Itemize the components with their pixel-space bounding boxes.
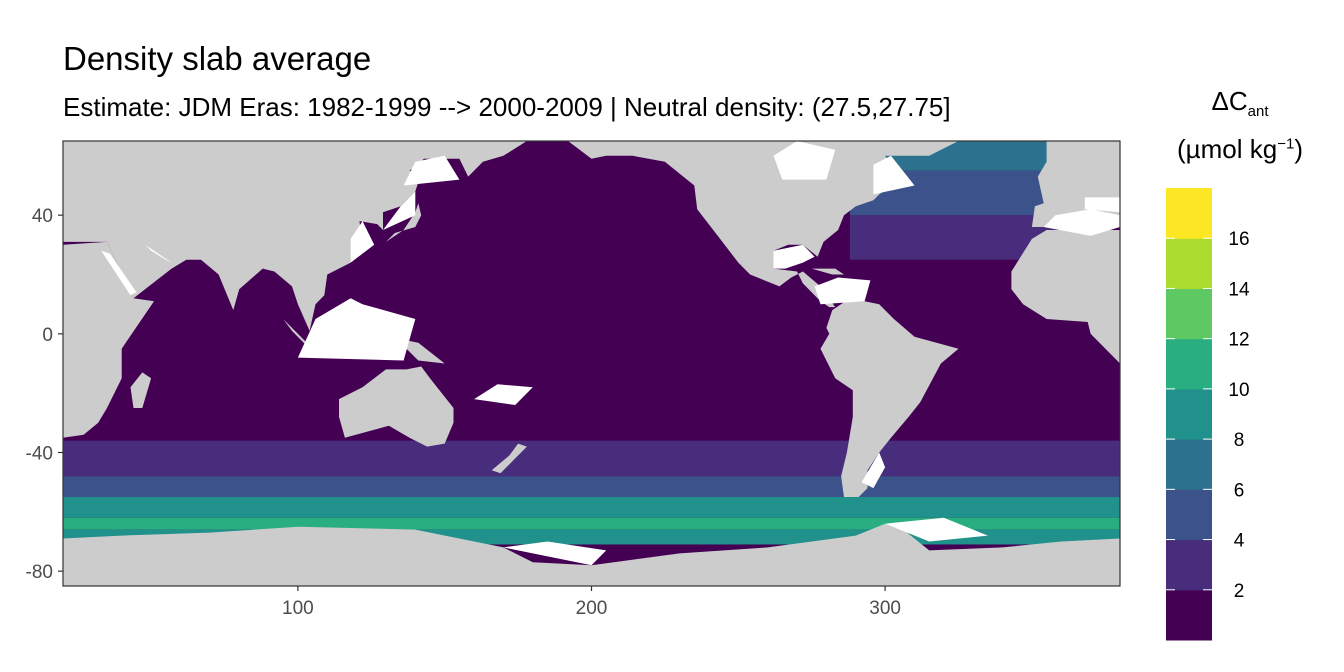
chart-subtitle: Estimate: JDM Eras: 1982-1999 --> 2000-2…	[63, 92, 951, 122]
legend-label: 2	[1234, 581, 1245, 602]
legend-swatch-1	[1166, 539, 1212, 591]
band-1	[63, 440, 1120, 477]
y-tick-label: -40	[26, 444, 53, 465]
nodata-east-china-sea	[350, 221, 375, 263]
nodata-labrador	[873, 155, 915, 195]
nodata-sea-of-japan	[383, 191, 416, 230]
chart-title: Density slab average	[63, 40, 372, 77]
land-japan	[386, 203, 422, 242]
land-antarctica	[63, 523, 1120, 586]
legend-label: 8	[1234, 430, 1245, 451]
nodata-okhotsk	[403, 155, 460, 186]
land-africa	[63, 241, 154, 438]
legend-label: 14	[1228, 279, 1250, 300]
legend-swatch-5	[1166, 338, 1212, 390]
legend-unit-a: (µmol kg	[1177, 134, 1278, 164]
y-tick-label: -80	[26, 562, 53, 583]
land-cuba	[811, 268, 844, 275]
legend-swatch-4	[1166, 388, 1212, 440]
legend-swatch-6	[1166, 288, 1212, 340]
nodata-weddell	[885, 517, 988, 542]
nodata-black-sea	[1084, 197, 1120, 213]
legend-label: 6	[1234, 480, 1245, 501]
legend-label: 16	[1228, 229, 1249, 250]
nodata-gulf-of-mexico	[773, 244, 815, 269]
nodata-patagonia-shelf	[861, 452, 886, 489]
x-tick-label: 300	[869, 598, 901, 619]
land-new-zealand	[491, 443, 527, 474]
nodata-red-sea	[101, 250, 137, 296]
band-4	[63, 517, 1120, 530]
legend-swatch-8	[1166, 188, 1212, 239]
nodata-ross-sea	[503, 541, 607, 566]
nodata-mediterranean	[1043, 209, 1120, 236]
legend-swatch-3	[1166, 439, 1212, 490]
land-north-america	[568, 141, 900, 308]
legend-label: 10	[1228, 380, 1249, 401]
nodata-caribbean	[814, 277, 871, 305]
legend-swatch-2	[1166, 489, 1212, 541]
land-arabia-asia	[63, 141, 527, 331]
nodata-south-pacific-islands	[474, 384, 533, 405]
band-2	[63, 476, 1120, 497]
legend-title: ΔCant	[1160, 86, 1320, 120]
legend-label: 4	[1234, 531, 1245, 552]
map-panel	[63, 141, 1120, 586]
nodata-persian-gulf	[145, 244, 172, 263]
legend-unit-b: )	[1294, 134, 1303, 164]
legend-swatch-7	[1166, 238, 1212, 289]
nodata-hudson-bay	[773, 141, 836, 180]
legend-label: 12	[1228, 330, 1249, 351]
legend-title-main: ΔC	[1211, 86, 1248, 116]
y-tick-label: 0	[42, 325, 53, 346]
land-south-america	[820, 298, 959, 497]
land-uk	[1043, 161, 1062, 186]
nodata-indonesia	[297, 298, 416, 361]
legend-unit-sup: −1	[1277, 135, 1295, 153]
land-greenland	[885, 141, 959, 156]
y-tick-label: 40	[32, 206, 53, 227]
legend-unit: (µmol kg−1)	[1160, 134, 1320, 165]
x-tick-label: 100	[282, 598, 314, 619]
legend: 2 4 6 8 10 12 14 16	[1166, 188, 1250, 641]
land-australia	[339, 366, 454, 447]
x-tick-label: 200	[576, 598, 608, 619]
legend-title-sub: ant	[1247, 103, 1269, 121]
legend-swatch-0	[1166, 589, 1212, 641]
land-west-africa	[1011, 230, 1120, 364]
band-3	[63, 497, 1120, 518]
land-madagascar	[130, 372, 152, 408]
